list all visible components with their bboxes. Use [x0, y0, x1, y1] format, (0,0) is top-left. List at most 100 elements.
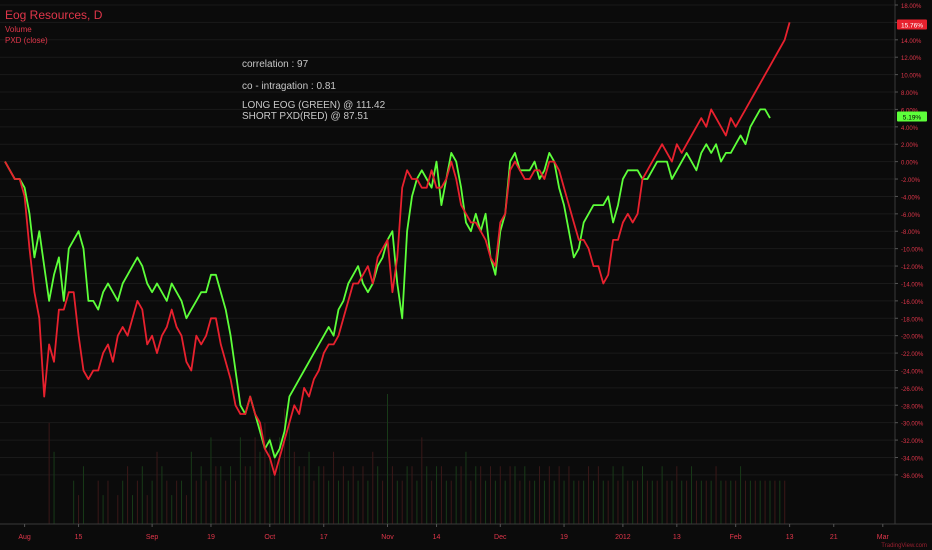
x-tick-label: 21 [830, 534, 838, 541]
volume-bar [568, 466, 570, 524]
volume-bar [455, 466, 457, 524]
volume-bar [107, 480, 109, 524]
volume-bar [387, 394, 388, 524]
volume-bar [445, 480, 447, 524]
volume-bar [279, 437, 281, 524]
y-tick-label: -2.00% [901, 178, 921, 184]
volume-bar [465, 451, 467, 524]
volume-bar [784, 480, 786, 524]
y-tick-label: 10.00% [901, 74, 922, 80]
y-tick-label: 18.00% [901, 4, 922, 10]
x-tick-label: 13 [786, 534, 794, 541]
y-tick-label: 14.00% [901, 39, 922, 45]
volume-bar [499, 466, 501, 524]
volume-bar [382, 480, 384, 524]
price-axis[interactable]: 18.00%16.00%14.00%12.00%10.00%8.00%6.00%… [895, 4, 924, 480]
volume-bar [298, 466, 300, 524]
series-lines [4, 22, 791, 476]
volume-legend[interactable]: Volume [5, 25, 32, 34]
last-value-markers: 5.19% 15.76% [897, 19, 927, 122]
volume-bar [151, 480, 153, 524]
volume-bar [666, 480, 668, 524]
y-tick-label: -26.00% [901, 387, 924, 393]
volume-bar [691, 466, 693, 524]
time-axis[interactable]: Aug 15 Sep 19 Oct 17 Nov 14 Dec 19 2012 13 Feb 13 21 Ma… [18, 524, 889, 541]
volume-bar [171, 495, 173, 524]
volume-bar [749, 480, 751, 524]
volume-bar [132, 495, 133, 524]
volume-bar [656, 480, 658, 524]
long-note: LONG EOG (GREEN) @ 111.42 [242, 100, 386, 111]
volume-bar [377, 466, 379, 524]
x-tick-label: Mar [877, 534, 890, 541]
short-note: SHORT PXD(RED) @ 87.51 [242, 111, 369, 122]
volume-bar [372, 451, 374, 524]
volume-bar [195, 480, 197, 524]
volume-bar [686, 480, 688, 524]
volume-bar [578, 480, 580, 524]
volume-bar [416, 480, 418, 524]
volume-bar [450, 480, 452, 524]
volume-bar [480, 466, 482, 524]
volume-bar [225, 480, 227, 524]
volume-bar [534, 480, 536, 524]
volume-bar [440, 466, 442, 524]
volume-bar [401, 480, 403, 524]
watermark: TradingView.com [881, 543, 927, 549]
volume-bar [357, 480, 359, 524]
volume-bar [436, 466, 438, 524]
volume-bar [681, 480, 683, 524]
volume-bar [249, 466, 251, 524]
volume-bar [622, 466, 624, 524]
volume-bar [754, 480, 756, 524]
volume-bar [367, 480, 369, 524]
volume-bar [612, 466, 614, 524]
volume-bar [489, 466, 491, 524]
volume-bar [264, 422, 266, 524]
volume-bar [288, 422, 290, 524]
y-tick-label: -12.00% [901, 265, 924, 271]
volume-bar [642, 466, 643, 524]
volume-bar [53, 451, 55, 524]
volume-bar [97, 480, 99, 524]
volume-bar [661, 466, 663, 524]
y-tick-label: -32.00% [901, 439, 924, 445]
volume-bar [176, 480, 178, 524]
cointegration-note: co - intragation : 0.81 [242, 81, 336, 92]
volume-bar [421, 437, 423, 524]
volume-bar [539, 466, 541, 524]
volume-bar [303, 466, 305, 524]
x-tick-label: Dec [494, 534, 507, 541]
volume-bar [494, 480, 496, 524]
volume-bar [735, 480, 737, 524]
compare-legend[interactable]: PXD (close) [5, 36, 48, 45]
volume-bar [583, 480, 585, 524]
x-tick-label: Oct [264, 534, 275, 541]
volume-bar [117, 495, 119, 524]
volume-bar [519, 480, 521, 524]
symbol-title[interactable]: Eog Resources, D [5, 8, 103, 22]
volume-bar [333, 451, 335, 524]
volume-bar [470, 480, 472, 524]
volume-bar [337, 480, 339, 524]
red-last-value-label: 15.76% [901, 22, 923, 29]
x-tick-label: 19 [207, 534, 215, 541]
y-tick-label: -30.00% [901, 422, 924, 428]
volume-bar [710, 480, 712, 524]
volume-bar [328, 480, 330, 524]
volume-bar [617, 480, 619, 524]
volume-bar [460, 466, 462, 524]
volume-bar [514, 466, 516, 524]
volume-bar [352, 466, 354, 524]
volume-bar [342, 466, 344, 524]
volume-bar [200, 466, 202, 524]
y-tick-label: 0.00% [901, 161, 919, 167]
volume-bar [82, 466, 84, 524]
volume-bar [48, 422, 50, 524]
green-last-value-label: 5.19% [903, 114, 922, 121]
volume-bar [730, 480, 732, 524]
volume-bar [239, 437, 241, 524]
volume-bar [588, 466, 590, 524]
volume-bar [548, 466, 550, 524]
